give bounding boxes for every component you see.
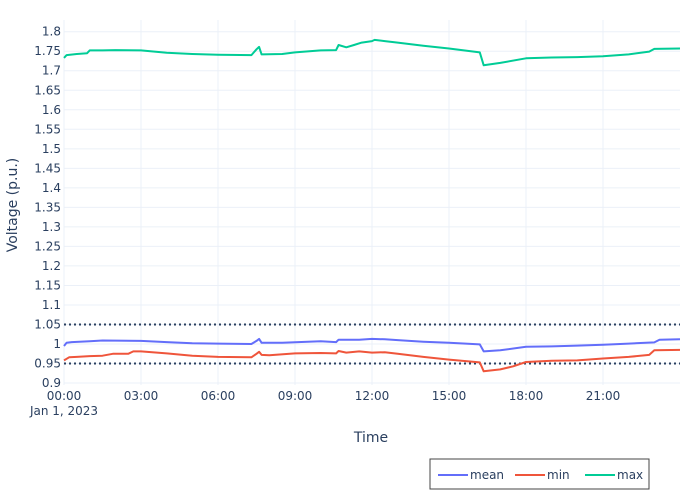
y-tick-label: 1.2 <box>42 259 61 273</box>
y-tick-label: 1.6 <box>42 103 61 117</box>
y-tick-label: 1.05 <box>34 317 61 331</box>
legend-label-max: max <box>617 468 643 482</box>
y-tick-label: 1.8 <box>42 25 61 39</box>
series-lines <box>63 38 681 373</box>
x-tick-label: 00:00 <box>47 389 82 403</box>
y-tick-label: 1.3 <box>42 220 61 234</box>
series-line-max <box>63 38 681 67</box>
legend-label-min: min <box>547 468 570 482</box>
series-line-mean <box>63 337 681 353</box>
legend-label-mean: mean <box>470 468 504 482</box>
y-tick-label: 1.55 <box>34 122 61 136</box>
y-tick-labels: 0.9 0.95 1 1.05 1.1 1.15 1.2 1.25 1.3 1.35 1.4 1.45… <box>34 25 61 390</box>
y-tick-label: 1.75 <box>34 44 61 58</box>
y-tick-label: 1.7 <box>42 64 61 78</box>
y-tick-label: 0.95 <box>34 357 61 371</box>
x-tick-label: 09:00 <box>278 389 313 403</box>
y-tick-label: 1 <box>53 337 61 351</box>
y-tick-label: 1.45 <box>34 161 61 175</box>
y-tick-label: 1.1 <box>42 298 61 312</box>
x-tick-label: 15:00 <box>432 389 467 403</box>
y-tick-label: 1.5 <box>42 142 61 156</box>
x-date-label: Jan 1, 2023 <box>29 404 98 418</box>
y-tick-label: 0.9 <box>42 376 61 390</box>
y-tick-label: 1.15 <box>34 278 61 292</box>
x-tick-labels: 00:00 03:00 06:00 09:00 12:00 15:00 18:00 21:00 <box>47 389 621 403</box>
x-axis-title: Time <box>353 430 388 446</box>
series-line-min <box>63 348 681 373</box>
x-tick-label: 18:00 <box>509 389 544 403</box>
y-tick-label: 1.35 <box>34 200 61 214</box>
legend: mean min max <box>429 458 650 490</box>
y-tick-label: 1.65 <box>34 83 61 97</box>
x-tick-label: 21:00 <box>586 389 621 403</box>
x-tick-label: 06:00 <box>201 389 236 403</box>
x-tick-label: 03:00 <box>124 389 159 403</box>
x-tick-label: 12:00 <box>355 389 390 403</box>
y-tick-label: 1.25 <box>34 239 61 253</box>
y-tick-label: 1.4 <box>42 181 61 195</box>
y-axis-title: Voltage (p.u.) <box>5 158 21 253</box>
